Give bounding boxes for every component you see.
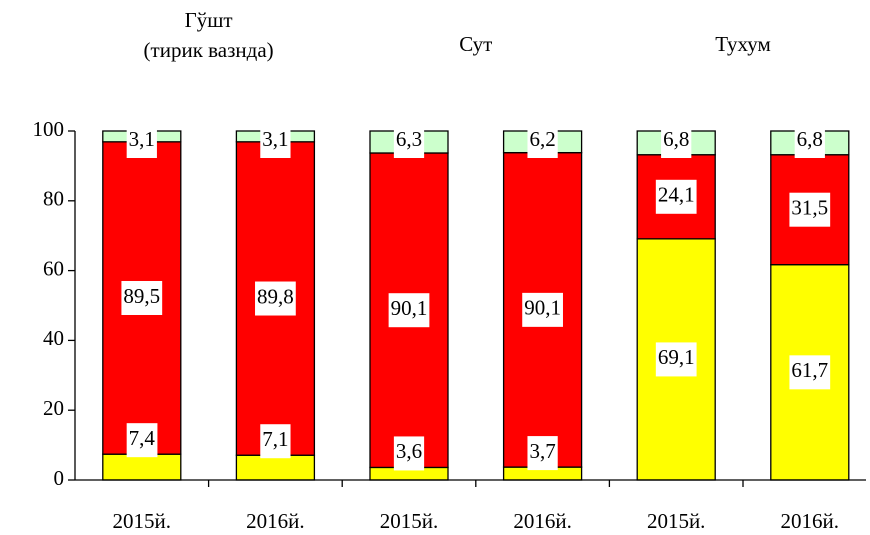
value-label: 90,1	[391, 296, 428, 320]
bar-segment	[235, 454, 316, 481]
group-label: Сут	[459, 32, 492, 56]
value-label: 61,7	[791, 358, 828, 382]
value-label: 90,1	[524, 296, 561, 320]
value-label: 24,1	[658, 183, 695, 207]
value-label: 3,6	[396, 439, 422, 463]
x-tick-label: 2016й.	[513, 509, 572, 533]
group-label: Тухум	[715, 32, 771, 56]
group-label: (тирик вазнда)	[144, 38, 274, 62]
y-tick-label: 60	[43, 256, 64, 280]
value-label-box	[260, 124, 291, 158]
value-label-box	[126, 423, 158, 458]
value-label-box	[121, 280, 163, 315]
value-label-box	[255, 281, 296, 316]
value-label-box	[260, 424, 291, 459]
value-label-box	[655, 342, 697, 377]
value-label: 6,8	[663, 127, 689, 151]
value-label: 3,1	[262, 127, 288, 151]
value-label: 89,8	[257, 284, 294, 308]
value-label-box	[661, 124, 692, 158]
value-label: 3,7	[529, 439, 555, 463]
value-label: 31,5	[791, 196, 828, 220]
x-tick-label: 2016й.	[246, 509, 305, 533]
value-label: 69,1	[658, 345, 695, 369]
value-label-box	[794, 124, 825, 158]
x-tick-label: 2016й.	[781, 509, 840, 533]
y-tick-label: 100	[33, 117, 65, 141]
value-label: 6,8	[797, 127, 823, 151]
value-label: 7,1	[262, 427, 288, 451]
x-tick-label: 2015й.	[113, 509, 172, 533]
value-label: 6,3	[396, 127, 422, 151]
value-label: 3,1	[129, 127, 155, 151]
bar-segment	[102, 453, 182, 481]
y-tick-label: 20	[43, 396, 64, 420]
value-label-box	[126, 124, 157, 158]
value-label-box	[393, 124, 425, 158]
group-label: Гўшт	[185, 8, 233, 32]
y-tick-label: 80	[43, 187, 64, 211]
x-tick-label: 2015й.	[647, 509, 706, 533]
value-label-box	[527, 124, 558, 158]
y-tick-label: 40	[43, 326, 64, 350]
value-label: 7,4	[129, 426, 156, 450]
value-label: 89,5	[123, 284, 160, 308]
value-label-box	[522, 292, 563, 327]
value-label-box	[789, 355, 831, 390]
value-label-box	[393, 436, 425, 471]
value-label-box	[789, 192, 831, 227]
value-label-box	[655, 179, 697, 214]
value-label-box	[388, 293, 430, 328]
value-label: 6,2	[529, 127, 555, 151]
x-tick-label: 2015й.	[380, 509, 439, 533]
y-tick-label: 0	[54, 466, 65, 490]
value-label-box	[527, 436, 558, 471]
